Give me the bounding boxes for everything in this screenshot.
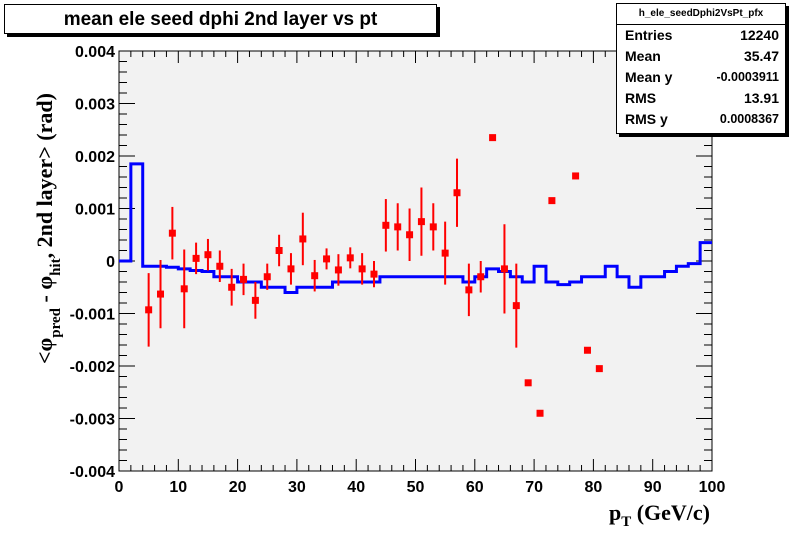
data-point	[417, 218, 425, 226]
stats-value: 13.91	[743, 90, 779, 106]
data-point	[204, 251, 212, 259]
stats-label: Mean y	[625, 69, 673, 85]
y-tick-label: -0.001	[70, 307, 115, 324]
data-point	[228, 283, 236, 291]
data-point	[441, 249, 449, 257]
data-point	[287, 265, 295, 273]
data-point	[299, 235, 307, 243]
x-label-main: p	[609, 500, 621, 525]
data-point	[477, 273, 485, 281]
data-point	[429, 223, 437, 231]
data-point	[595, 365, 603, 373]
profile-step-line	[119, 162, 712, 294]
data-point	[572, 172, 580, 180]
data-point	[346, 254, 354, 262]
stats-row-mean-y: Mean y -0.0003911	[617, 67, 785, 88]
stats-histogram-name: h_ele_seedDphi2VsPt_pfx	[617, 4, 785, 25]
x-tick-label: 50	[407, 479, 425, 496]
stats-label: RMS	[625, 90, 657, 106]
y-label-minus: -	[32, 290, 57, 308]
x-tick-label: 60	[466, 479, 484, 496]
data-point	[500, 265, 508, 273]
data-point	[240, 275, 248, 283]
stats-label: Mean	[625, 48, 661, 64]
stats-box: h_ele_seedDphi2VsPt_pfx Entries 12240 Mea…	[616, 3, 786, 134]
x-tick-label: 0	[115, 479, 124, 496]
data-point	[168, 229, 176, 237]
data-point	[358, 265, 366, 273]
y-tick-label: -0.004	[70, 464, 115, 481]
data-point	[323, 255, 331, 263]
x-tick-label: 30	[288, 479, 306, 496]
y-tick-label: 0.003	[75, 97, 115, 114]
data-point	[583, 346, 591, 354]
stats-label: Entries	[625, 27, 673, 43]
stats-value: -0.0003911	[716, 70, 779, 84]
x-tick-labels: 0 10 20 30 40 50 60 70 80 90 100	[115, 479, 726, 496]
x-tick-label: 40	[347, 479, 365, 496]
y-label-phi2: φ	[32, 276, 57, 290]
chart-title: mean ele seed dphi 2nd layer vs pt	[63, 9, 378, 30]
data-points	[145, 134, 603, 417]
data-point	[251, 296, 259, 304]
y-tick-label: -0.002	[70, 359, 115, 376]
data-point	[275, 247, 283, 254]
x-label-unit: (GeV/c)	[631, 500, 710, 525]
y-tick-label: 0	[106, 254, 115, 271]
stats-value: 35.47	[743, 48, 779, 64]
stats-row-mean: Mean 35.47	[617, 46, 785, 67]
y-label-rest: , 2nd layer> (rad)	[32, 93, 57, 258]
data-point	[548, 197, 556, 205]
data-point	[489, 134, 497, 142]
data-point	[157, 290, 165, 298]
x-tick-label: 70	[525, 479, 543, 496]
data-point	[311, 272, 319, 280]
data-point	[192, 254, 200, 262]
data-point	[382, 221, 390, 229]
stats-value: 0.0008367	[719, 112, 779, 126]
x-tick-label: 20	[229, 479, 247, 496]
data-point	[370, 270, 378, 278]
data-point	[512, 302, 520, 310]
y-label-open: <	[32, 351, 57, 364]
x-tick-label: 80	[585, 479, 603, 496]
stats-label: RMS y	[625, 111, 668, 127]
data-point	[145, 306, 153, 314]
x-axis-label: pT (GeV/c)	[609, 500, 710, 530]
stats-row-rms-y: RMS y 0.0008367	[617, 109, 785, 130]
data-point	[406, 231, 414, 239]
x-tick-label: 10	[169, 479, 187, 496]
data-point	[180, 285, 188, 293]
data-point	[334, 266, 342, 274]
stats-row-entries: Entries 12240	[617, 25, 785, 46]
data-point	[465, 286, 473, 294]
data-point	[216, 262, 224, 270]
y-axis-label: <φpred - φhit, 2nd layer> (rad)	[32, 93, 64, 364]
y-tick-label: 0.001	[75, 202, 115, 219]
data-point	[453, 189, 461, 197]
y-label-phi1: φ	[32, 338, 57, 352]
x-tick-label: 90	[644, 479, 662, 496]
y-tick-label: 0.002	[75, 149, 115, 166]
stats-row-rms: RMS 13.91	[617, 88, 785, 109]
y-tick-labels: -0.004 -0.003 -0.002 -0.001 0 0.001 0.002 0.003…	[70, 44, 115, 481]
chart-title-box: mean ele seed dphi 2nd layer vs pt	[4, 4, 437, 34]
stats-value: 12240	[740, 27, 779, 43]
data-point	[536, 409, 544, 417]
y-label-sub1: pred	[48, 307, 64, 337]
plot-frame	[118, 50, 713, 472]
y-label-sub2: hit	[48, 258, 64, 276]
x-label-sub: T	[621, 514, 631, 530]
y-tick-label: -0.003	[70, 412, 115, 429]
y-tick-label: 0.004	[75, 44, 115, 61]
data-point	[394, 223, 402, 231]
data-point	[524, 379, 532, 387]
x-tick-label: 100	[699, 479, 726, 496]
data-point	[263, 273, 271, 281]
